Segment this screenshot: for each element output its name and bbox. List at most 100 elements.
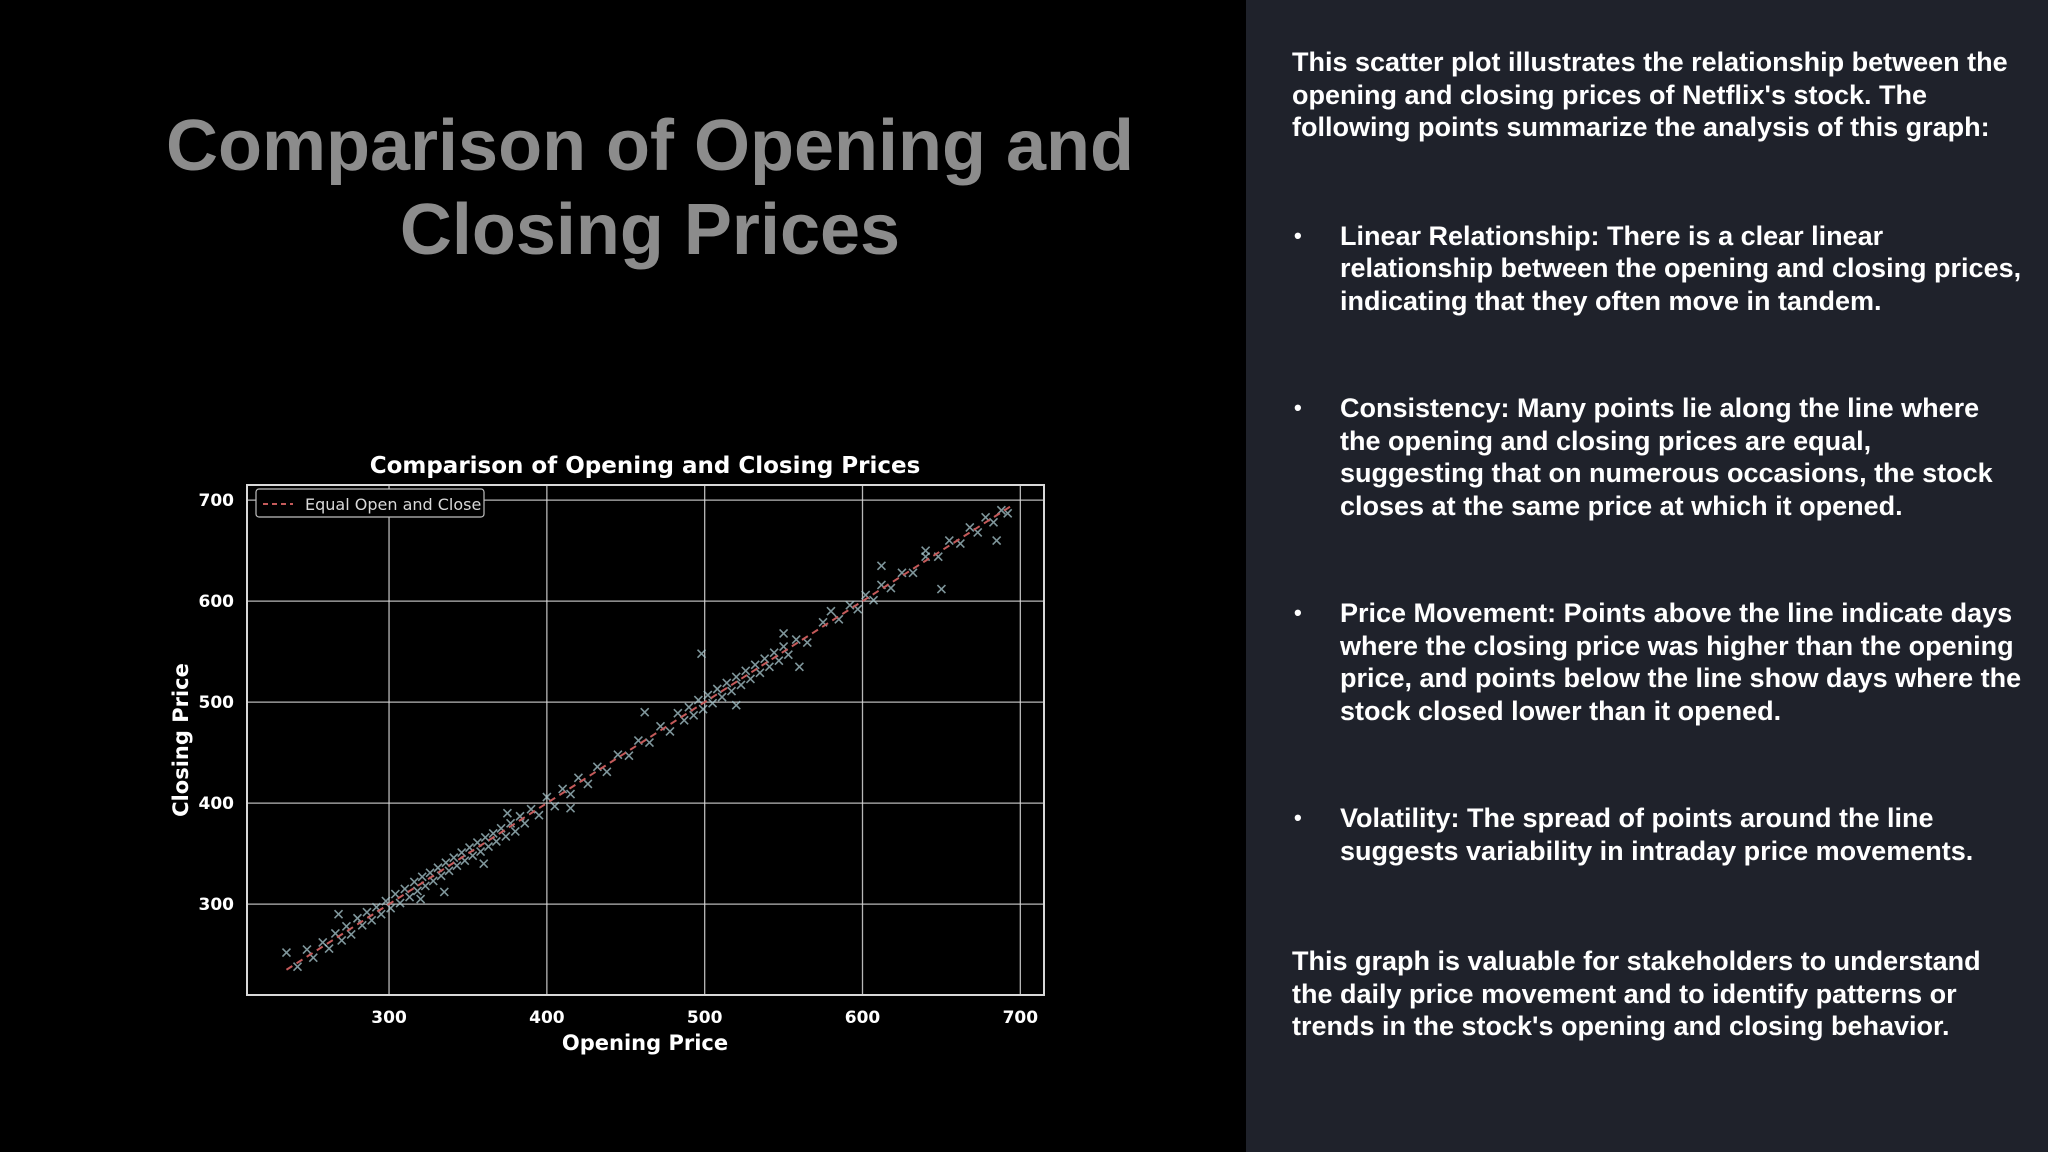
scatter-point [726, 686, 737, 696]
scatter-point [640, 707, 650, 717]
x-tick-label: 700 [1003, 1008, 1039, 1028]
y-tick-label: 300 [199, 895, 235, 915]
scatter-point [565, 789, 576, 799]
scatter-point [791, 634, 801, 645]
scatter-point [802, 637, 812, 648]
scatter-point [897, 568, 907, 578]
scatter-point [764, 662, 774, 672]
scatter-point [908, 568, 918, 578]
scatter-point [404, 892, 415, 902]
scatter-point [505, 818, 516, 828]
scatter-point [760, 654, 770, 664]
bullet-icon: • [1294, 222, 1302, 248]
scatter-point [488, 828, 498, 838]
y-tick-label: 700 [199, 491, 235, 511]
scatter-point [722, 678, 732, 688]
scatter-point [352, 913, 363, 923]
scatter-point [731, 700, 741, 710]
scatter-point [624, 751, 634, 761]
scatter-point [479, 859, 489, 869]
chart-title: Comparison of Opening and Closing Prices [370, 453, 921, 479]
scatter-point [390, 889, 400, 899]
scatter-point [750, 660, 760, 670]
bullet-price-movement: • Price Movement: Points above the line … [1292, 597, 2022, 727]
scatter-point [510, 826, 520, 836]
scatter-point [708, 698, 718, 708]
scatter-point [988, 517, 999, 527]
scatter-point [476, 847, 486, 857]
scatter-point [483, 841, 494, 852]
bullet-icon: • [1294, 600, 1302, 625]
chart-x-axis-label: Opening Price [562, 1031, 728, 1055]
scatter-point [741, 666, 751, 676]
analysis-bullet-list: • Linear Relationship: There is a clear … [1292, 220, 2022, 868]
equal-open-close-line [285, 504, 1013, 971]
scatter-point [457, 848, 467, 858]
scatter-point [550, 801, 560, 811]
right-panel: This scatter plot illustrates the relati… [1246, 0, 2048, 1152]
scatter-point [774, 656, 784, 666]
bullet-consistency: • Consistency: Many points lie along the… [1292, 392, 2022, 522]
scatter-point [736, 680, 746, 690]
x-tick-label: 400 [529, 1008, 565, 1028]
scatter-point [921, 546, 931, 556]
scatter-point [712, 684, 722, 694]
scatter-point [449, 853, 459, 863]
scatter-point [439, 887, 449, 897]
scatter-point [992, 535, 1002, 546]
scatter-point [644, 737, 655, 748]
scatter-point [292, 962, 303, 972]
scatter-point [565, 803, 576, 813]
y-tick-label: 500 [199, 693, 235, 713]
plot-layer: 300 400 500 600 700 300 400 500 600 700 [199, 484, 1045, 1028]
scatter-point [745, 674, 756, 684]
x-tick-label: 300 [371, 1008, 407, 1028]
scatter-point [333, 909, 344, 919]
scatter-chart: Comparison of Opening and Closing Prices… [150, 440, 1070, 1080]
y-tick-label: 400 [199, 794, 235, 814]
scatter-point [944, 535, 954, 546]
intro-paragraph: This scatter plot illustrates the relati… [1292, 47, 2008, 142]
description-text: This scatter plot illustrates the relati… [1292, 46, 2022, 1043]
scatter-point [395, 898, 405, 908]
scatter-point [845, 600, 855, 610]
bullet-icon: • [1294, 395, 1302, 420]
bullet-icon: • [1294, 805, 1302, 830]
scatter-chart-svg: Comparison of Opening and Closing Prices… [169, 453, 1045, 1055]
scatter-point [693, 695, 703, 705]
scatter-point [936, 584, 946, 594]
chart-legend: Equal Open and Close [255, 488, 485, 518]
scatter-point [417, 872, 427, 882]
scatter-point [698, 704, 708, 714]
scatter-point [281, 948, 292, 958]
scatter-point [444, 866, 454, 876]
left-panel: Comparison of Opening and Closing Prices… [150, 106, 1134, 1080]
scatter-point [689, 710, 699, 720]
scatter-point [703, 690, 713, 700]
scatter-point [755, 668, 765, 678]
scatter-point [502, 808, 512, 818]
scatter-point [673, 708, 683, 718]
scatter-point [302, 944, 312, 955]
scatter-point [868, 595, 879, 605]
scatter-point [480, 832, 490, 843]
x-tick-label: 500 [687, 1008, 723, 1028]
bullet-volatility: • Volatility: The spread of points aroun… [1292, 802, 2022, 867]
scatter-point [696, 649, 707, 659]
slide-title: Comparison of Opening and Closing Prices [166, 106, 1134, 270]
scatter-point [337, 935, 347, 946]
bullet-text: Consistency: Many points lie along the l… [1340, 393, 1993, 521]
scatter-point [491, 836, 501, 847]
scatter-point [346, 929, 356, 939]
scatter-point [602, 767, 612, 777]
scatter-point [409, 877, 419, 887]
scatter-point [416, 894, 426, 904]
scatter-point [542, 792, 552, 802]
scatter-point [613, 750, 623, 760]
chart-y-axis-label: Closing Price [169, 663, 193, 817]
scatter-point [520, 818, 530, 828]
plot-frame [246, 484, 1045, 996]
scatter-point [324, 943, 334, 954]
legend-entry: Equal Open and Close [305, 495, 481, 514]
bullet-text: Price Movement: Points above the line in… [1340, 598, 2022, 726]
